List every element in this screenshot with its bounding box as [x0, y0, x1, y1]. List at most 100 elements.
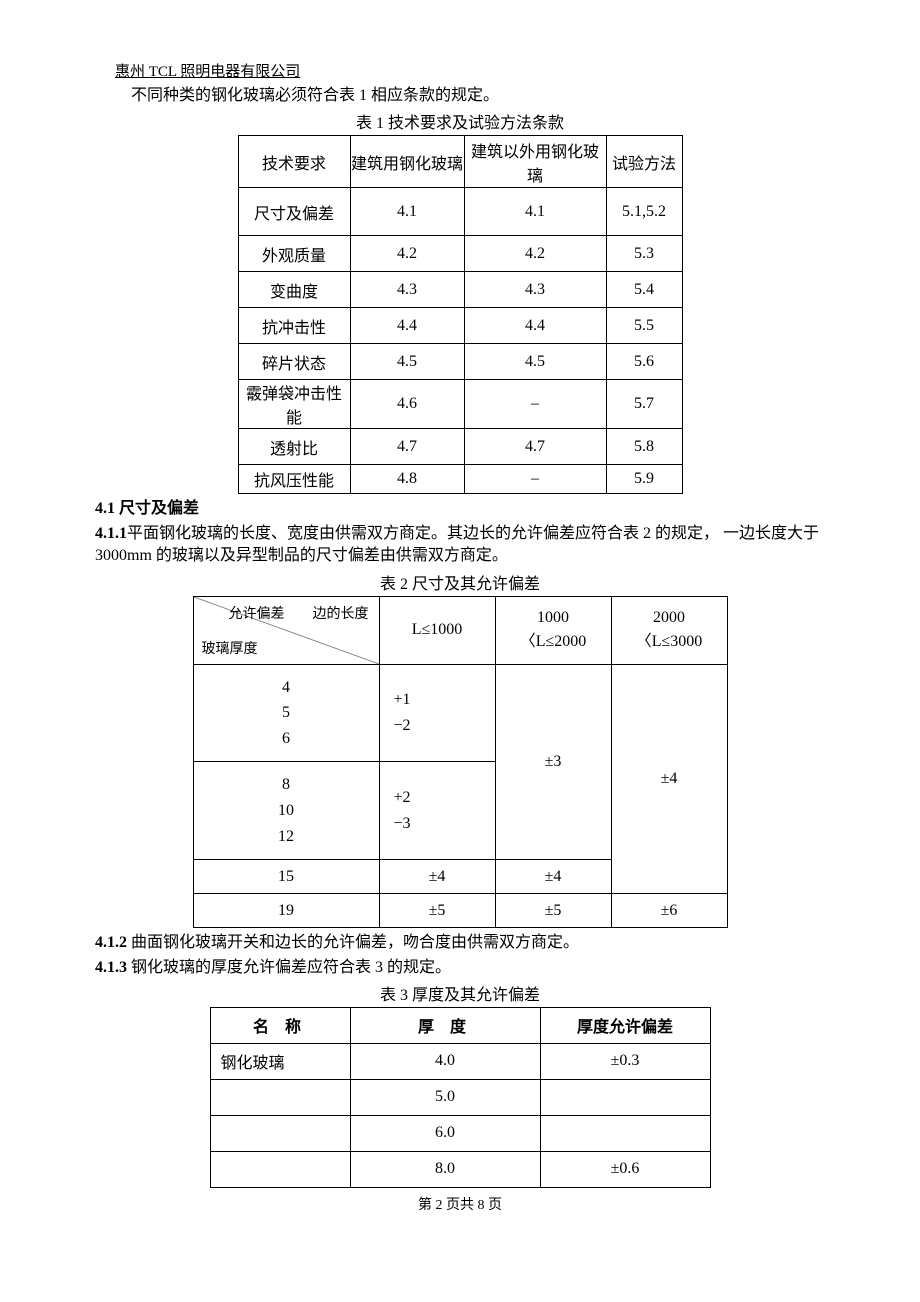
- td: 4.1: [350, 188, 464, 236]
- td: +1−2: [379, 664, 495, 762]
- td: –: [464, 465, 606, 494]
- page-footer: 第 2 页共 8 页: [95, 1194, 825, 1214]
- table-3: 名 称 厚 度 厚度允许偏差 钢化玻璃 4.0 ±0.3 5.0 6.0 8.0…: [210, 1007, 711, 1188]
- diag-top-label: 允许偏差 边的长度: [229, 603, 369, 623]
- td: 5.8: [606, 429, 682, 465]
- section-4-1-1: 4.1.1平面钢化玻璃的长度、宽度由供需双方商定。其边长的允许偏差应符合表 2 …: [95, 523, 825, 568]
- section-4-1-heading: 4.1 尺寸及偏差: [95, 498, 825, 520]
- td: ±4: [379, 860, 495, 894]
- label: 4.1.3: [95, 959, 127, 976]
- td: 4.2: [464, 236, 606, 272]
- table-row: 抗冲击性 4.4 4.4 5.5: [238, 308, 682, 344]
- td: 8.0: [350, 1151, 540, 1187]
- td: +2−3: [379, 762, 495, 860]
- th: 建筑以外用钢化玻璃: [464, 136, 606, 188]
- td: 5.7: [606, 380, 682, 429]
- td: ±6: [611, 894, 727, 928]
- diagonal-header: 允许偏差 边的长度 玻璃厚度: [193, 596, 379, 664]
- td: 抗风压性能: [238, 465, 350, 494]
- td: 19: [193, 894, 379, 928]
- td: 4.5: [464, 344, 606, 380]
- th: 建筑用钢化玻璃: [350, 136, 464, 188]
- td: 4.3: [464, 272, 606, 308]
- td: [540, 1079, 710, 1115]
- intro-text: 不同种类的钢化玻璃必须符合表 1 相应条款的规定。: [95, 85, 825, 107]
- table-row: 变曲度 4.3 4.3 5.4: [238, 272, 682, 308]
- company-header: 惠州 TCL 照明电器有限公司: [95, 60, 825, 81]
- td: 碎片状态: [238, 344, 350, 380]
- table-2: 允许偏差 边的长度 玻璃厚度 L≤1000 1000〈L≤2000 2000〈L…: [193, 596, 728, 929]
- label: 4.1.2: [95, 934, 127, 951]
- td: 4.7: [350, 429, 464, 465]
- text: 钢化玻璃的厚度允许偏差应符合表 3 的规定。: [127, 959, 451, 976]
- section-4-1-2: 4.1.2 曲面钢化玻璃开关和边长的允许偏差，吻合度由供需双方商定。: [95, 932, 825, 954]
- table-row: 技术要求 建筑用钢化玻璃 建筑以外用钢化玻璃 试验方法: [238, 136, 682, 188]
- td: 5.4: [606, 272, 682, 308]
- th: 厚度允许偏差: [540, 1007, 710, 1043]
- td: 5.3: [606, 236, 682, 272]
- td: 钢化玻璃: [210, 1043, 350, 1079]
- td: 4.3: [350, 272, 464, 308]
- td: 6.0: [350, 1115, 540, 1151]
- td: 尺寸及偏差: [238, 188, 350, 236]
- table-1: 技术要求 建筑用钢化玻璃 建筑以外用钢化玻璃 试验方法 尺寸及偏差 4.1 4.…: [238, 135, 683, 494]
- th-text: 厚 度: [418, 1019, 472, 1036]
- section-4-1-3: 4.1.3 钢化玻璃的厚度允许偏差应符合表 3 的规定。: [95, 957, 825, 979]
- td: ±5: [379, 894, 495, 928]
- td: [210, 1151, 350, 1187]
- th: 名 称: [210, 1007, 350, 1043]
- td: 4.4: [350, 308, 464, 344]
- table2-title: 表 2 尺寸及其允许偏差: [95, 570, 825, 594]
- td: 4.7: [464, 429, 606, 465]
- th: 1000〈L≤2000: [495, 596, 611, 664]
- table-row: 碎片状态 4.5 4.5 5.6: [238, 344, 682, 380]
- th: 厚 度: [350, 1007, 540, 1043]
- label: 4.1.1: [95, 525, 127, 542]
- td: 变曲度: [238, 272, 350, 308]
- table-row: 名 称 厚 度 厚度允许偏差: [210, 1007, 710, 1043]
- table-row: 5.0: [210, 1079, 710, 1115]
- table-row: 抗风压性能 4.8 – 5.9: [238, 465, 682, 494]
- th: 技术要求: [238, 136, 350, 188]
- td: [540, 1115, 710, 1151]
- td: 4.8: [350, 465, 464, 494]
- td: 4.0: [350, 1043, 540, 1079]
- table-row: 霰弹袋冲击性能 4.6 – 5.7: [238, 380, 682, 429]
- td: ±0.3: [540, 1043, 710, 1079]
- table-row: 19 ±5 ±5 ±6: [193, 894, 727, 928]
- td: [210, 1079, 350, 1115]
- td: 5.6: [606, 344, 682, 380]
- table-row: 尺寸及偏差 4.1 4.1 5.1,5.2: [238, 188, 682, 236]
- td: 81012: [193, 762, 379, 860]
- td: 5.5: [606, 308, 682, 344]
- th: 2000〈L≤3000: [611, 596, 727, 664]
- diag-bot-label: 玻璃厚度: [202, 638, 258, 658]
- table1-title: 表 1 技术要求及试验方法条款: [95, 109, 825, 133]
- td: ±4: [611, 664, 727, 894]
- td: 4.2: [350, 236, 464, 272]
- table-row: 透射比 4.7 4.7 5.8: [238, 429, 682, 465]
- th-text: 名 称: [253, 1019, 307, 1036]
- td: 抗冲击性: [238, 308, 350, 344]
- table-row: 钢化玻璃 4.0 ±0.3: [210, 1043, 710, 1079]
- td: 4.1: [464, 188, 606, 236]
- table-row: 外观质量 4.2 4.2 5.3: [238, 236, 682, 272]
- th: L≤1000: [379, 596, 495, 664]
- td: 5.1,5.2: [606, 188, 682, 236]
- table-row: 6.0: [210, 1115, 710, 1151]
- text: 平面钢化玻璃的长度、宽度由供需双方商定。其边长的允许偏差应符合表 2 的规定， …: [95, 525, 819, 564]
- th: 试验方法: [606, 136, 682, 188]
- td: ±4: [495, 860, 611, 894]
- td: 4.5: [350, 344, 464, 380]
- td: ±0.6: [540, 1151, 710, 1187]
- td: 透射比: [238, 429, 350, 465]
- td: 外观质量: [238, 236, 350, 272]
- td: –: [464, 380, 606, 429]
- td: 5.9: [606, 465, 682, 494]
- td: 15: [193, 860, 379, 894]
- td: ±5: [495, 894, 611, 928]
- text: 曲面钢化玻璃开关和边长的允许偏差，吻合度由供需双方商定。: [127, 934, 579, 951]
- td: 456: [193, 664, 379, 762]
- table-row: 8.0 ±0.6: [210, 1151, 710, 1187]
- td: ±3: [495, 664, 611, 860]
